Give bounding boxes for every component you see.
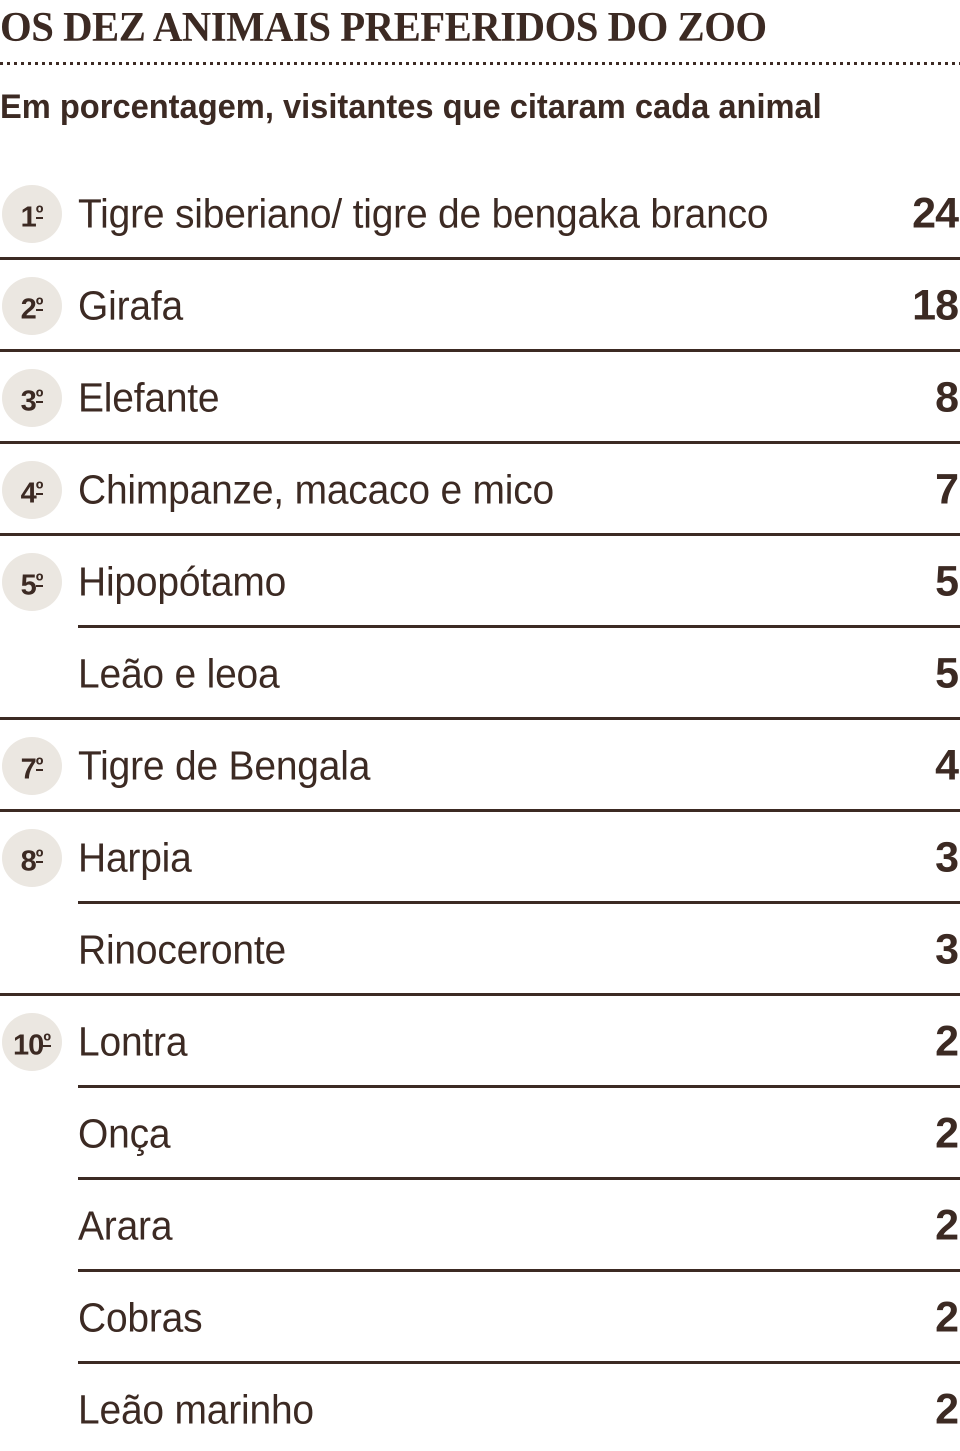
table-row: Leão e leoa 5	[0, 628, 960, 720]
rank-badge: 2º	[2, 277, 62, 335]
rank-badge: 1º	[2, 185, 62, 243]
table-row: Cobras 2	[0, 1272, 960, 1364]
rank-badge: 8º	[2, 829, 62, 887]
subtitle-text: Em porcentagem, visitantes que citaram c…	[0, 88, 822, 126]
animal-name: Leão e leoa	[78, 650, 280, 697]
table-row: 10º Lontra 2	[0, 996, 960, 1088]
percent-value: 24	[912, 189, 959, 238]
animal-name: Girafa	[78, 282, 183, 329]
header: OS DEZ ANIMAIS PREFERIDOS DO ZOO Em porc…	[0, 5, 960, 125]
percent-value: 5	[935, 649, 959, 698]
table-row: Onça 2	[0, 1088, 960, 1180]
table-row: 7º Tigre de Bengala 4	[0, 720, 960, 812]
percent-value: 4	[935, 741, 959, 790]
animal-name: Lontra	[78, 1018, 188, 1065]
page-title-text: OS DEZ ANIMAIS PREFERIDOS DO ZOO	[0, 5, 767, 51]
animal-name: Harpia	[78, 834, 192, 881]
rank-number: 8	[20, 845, 37, 878]
animal-name: Arara	[78, 1202, 173, 1249]
percent-value: 8	[935, 373, 959, 422]
table-row: Arara 2	[0, 1180, 960, 1272]
animal-name: Onça	[78, 1110, 171, 1157]
percent-value: 2	[935, 1017, 959, 1066]
animal-name: Rinoceronte	[78, 926, 286, 973]
percent-value: 2	[935, 1385, 959, 1434]
animal-name: Tigre de Bengala	[78, 742, 371, 789]
animal-name: Elefante	[78, 374, 220, 421]
rank-badge: 7º	[2, 737, 62, 795]
percent-value: 5	[935, 557, 959, 606]
rank-number: 2	[20, 293, 37, 326]
rank-ordinal: º	[35, 202, 44, 225]
animal-name: Tigre siberiano/ tigre de bengaka branco	[78, 190, 769, 237]
page-title: OS DEZ ANIMAIS PREFERIDOS DO ZOO	[0, 5, 960, 51]
animal-name: Cobras	[78, 1294, 203, 1341]
rank-number: 7	[20, 753, 37, 786]
percent-value: 18	[912, 281, 959, 330]
percent-value: 2	[935, 1293, 959, 1342]
table-row: 2º Girafa 18	[0, 260, 960, 352]
table-row: Rinoceronte 3	[0, 904, 960, 996]
rank-ordinal: º	[35, 754, 44, 777]
rank-ordinal: º	[43, 1030, 51, 1053]
table-row: 1º Tigre siberiano/ tigre de bengaka bra…	[0, 168, 960, 260]
rank-number: 1	[20, 201, 37, 234]
ranking-table: 1º Tigre siberiano/ tigre de bengaka bra…	[0, 168, 960, 1451]
rank-badge: 5º	[2, 553, 62, 611]
subtitle: Em porcentagem, visitantes que citaram c…	[0, 89, 960, 125]
rank-number: 5	[20, 569, 37, 602]
animal-name: Hipopótamo	[78, 558, 287, 605]
rank-ordinal: º	[35, 846, 44, 869]
animal-name: Chimpanze, macaco e mico	[78, 466, 555, 513]
percent-value: 2	[935, 1201, 959, 1250]
rank-ordinal: º	[35, 570, 44, 593]
rank-badge: 3º	[2, 369, 62, 427]
table-row: 5º Hipopótamo 5	[0, 536, 960, 628]
rank-number: 10	[13, 1029, 44, 1062]
rank-ordinal: º	[35, 478, 44, 501]
rank-badge: 4º	[2, 461, 62, 519]
rank-number: 3	[20, 385, 37, 418]
dotted-divider	[0, 62, 960, 65]
percent-value: 2	[935, 1109, 959, 1158]
table-row: 3º Elefante 8	[0, 352, 960, 444]
rank-number: 4	[20, 477, 37, 510]
table-row: Leão marinho 2	[0, 1364, 960, 1451]
rank-ordinal: º	[35, 294, 44, 317]
percent-value: 3	[935, 925, 959, 974]
table-row: 4º Chimpanze, macaco e mico 7	[0, 444, 960, 536]
percent-value: 7	[935, 465, 959, 514]
percent-value: 3	[935, 833, 959, 882]
rank-ordinal: º	[35, 386, 44, 409]
animal-name: Leão marinho	[78, 1386, 314, 1433]
table-row: 8º Harpia 3	[0, 812, 960, 904]
rank-badge: 10º	[2, 1013, 62, 1071]
